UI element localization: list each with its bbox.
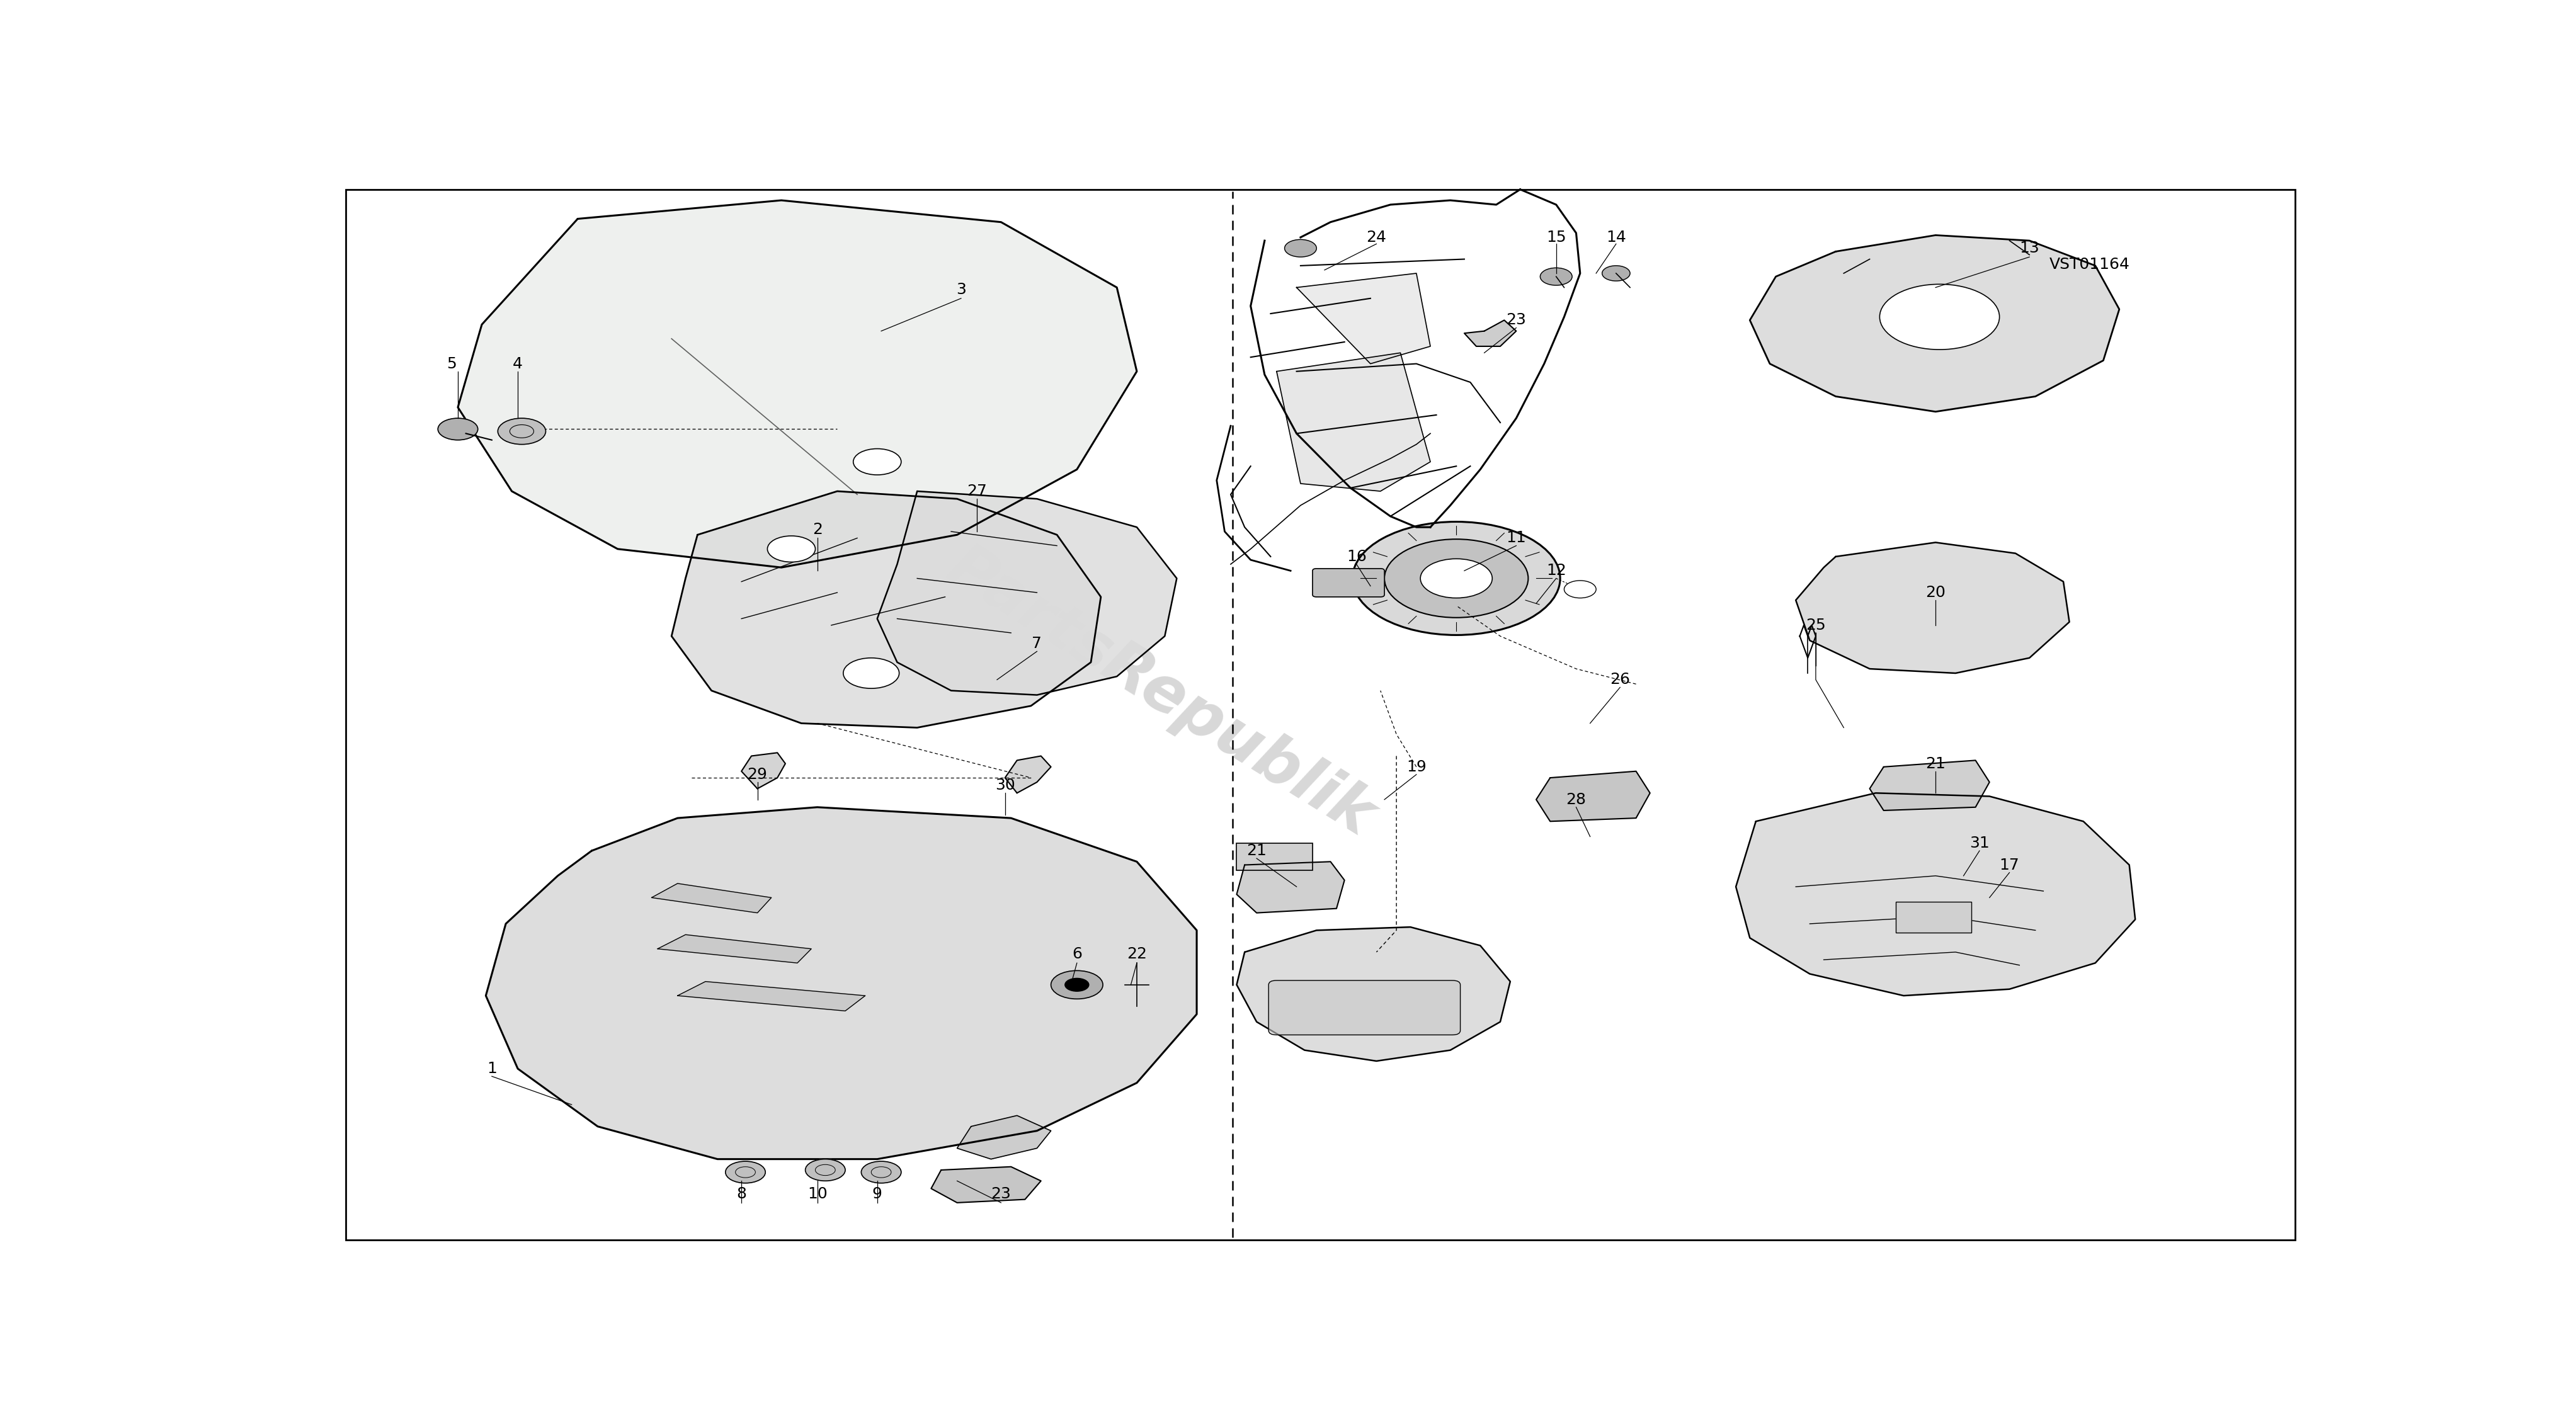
Bar <box>1236 843 1311 870</box>
Circle shape <box>1540 267 1571 286</box>
Text: 15: 15 <box>1546 229 1566 245</box>
Polygon shape <box>876 491 1177 695</box>
Text: 23: 23 <box>992 1186 1010 1201</box>
Text: 28: 28 <box>1566 792 1587 807</box>
Polygon shape <box>677 982 866 1010</box>
Text: 14: 14 <box>1605 229 1625 245</box>
Polygon shape <box>1795 542 2069 674</box>
Circle shape <box>853 449 902 475</box>
Text: 29: 29 <box>747 767 768 782</box>
Polygon shape <box>956 1115 1051 1159</box>
Text: 17: 17 <box>1999 857 2020 873</box>
Text: 31: 31 <box>1968 836 1989 850</box>
Text: 7: 7 <box>1033 637 1041 651</box>
FancyBboxPatch shape <box>1311 569 1383 597</box>
Text: 27: 27 <box>966 484 987 498</box>
Text: 24: 24 <box>1365 229 1386 245</box>
Text: 1: 1 <box>487 1061 497 1077</box>
Bar <box>1236 843 1311 870</box>
Circle shape <box>726 1162 765 1183</box>
Text: 21: 21 <box>1247 843 1267 859</box>
Text: 8: 8 <box>737 1186 747 1201</box>
Polygon shape <box>1236 862 1345 913</box>
Polygon shape <box>672 491 1100 727</box>
Polygon shape <box>1275 352 1430 491</box>
Circle shape <box>1051 971 1103 999</box>
Circle shape <box>1064 978 1090 992</box>
Circle shape <box>497 419 546 444</box>
Polygon shape <box>1749 235 2120 412</box>
Bar <box>1896 901 1971 932</box>
Circle shape <box>1564 580 1595 599</box>
Polygon shape <box>459 201 1136 567</box>
Polygon shape <box>1296 273 1430 364</box>
Circle shape <box>768 536 814 562</box>
Polygon shape <box>657 935 811 964</box>
Circle shape <box>1419 559 1492 599</box>
Text: 26: 26 <box>1610 672 1631 688</box>
Polygon shape <box>1463 320 1515 347</box>
Text: VST01164: VST01164 <box>2048 258 2130 272</box>
Circle shape <box>1880 284 1999 350</box>
Circle shape <box>806 1159 845 1182</box>
Text: 6: 6 <box>1072 947 1082 962</box>
Text: 4: 4 <box>513 357 523 371</box>
Polygon shape <box>742 753 786 788</box>
Bar <box>1896 901 1971 932</box>
Text: 22: 22 <box>1126 947 1146 962</box>
Polygon shape <box>1535 771 1649 821</box>
Text: 9: 9 <box>873 1186 881 1201</box>
Polygon shape <box>652 883 770 913</box>
Polygon shape <box>1736 792 2136 996</box>
Text: 5: 5 <box>446 357 456 371</box>
Text: 19: 19 <box>1406 760 1427 774</box>
Polygon shape <box>1005 756 1051 792</box>
Text: 12: 12 <box>1546 563 1566 579</box>
Text: 25: 25 <box>1806 618 1826 633</box>
Text: 30: 30 <box>994 778 1015 792</box>
Text: 10: 10 <box>806 1186 827 1201</box>
Circle shape <box>842 658 899 689</box>
Text: 3: 3 <box>956 282 966 297</box>
Text: 21: 21 <box>1924 756 1945 771</box>
Text: 23: 23 <box>1507 313 1525 328</box>
Circle shape <box>1352 522 1561 635</box>
Circle shape <box>1602 266 1631 282</box>
Circle shape <box>1383 539 1528 617</box>
Text: 20: 20 <box>1924 584 1945 600</box>
Text: 2: 2 <box>811 522 822 536</box>
Circle shape <box>1285 239 1316 258</box>
Polygon shape <box>1870 760 1989 811</box>
Polygon shape <box>1236 927 1510 1061</box>
Circle shape <box>438 419 477 440</box>
Text: PartsRepublik: PartsRepublik <box>935 536 1386 849</box>
Polygon shape <box>487 807 1195 1159</box>
Text: 16: 16 <box>1347 549 1365 565</box>
Polygon shape <box>930 1167 1041 1203</box>
Text: 13: 13 <box>2020 241 2040 256</box>
FancyBboxPatch shape <box>1267 981 1461 1034</box>
Text: 11: 11 <box>1507 531 1525 546</box>
Circle shape <box>860 1162 902 1183</box>
